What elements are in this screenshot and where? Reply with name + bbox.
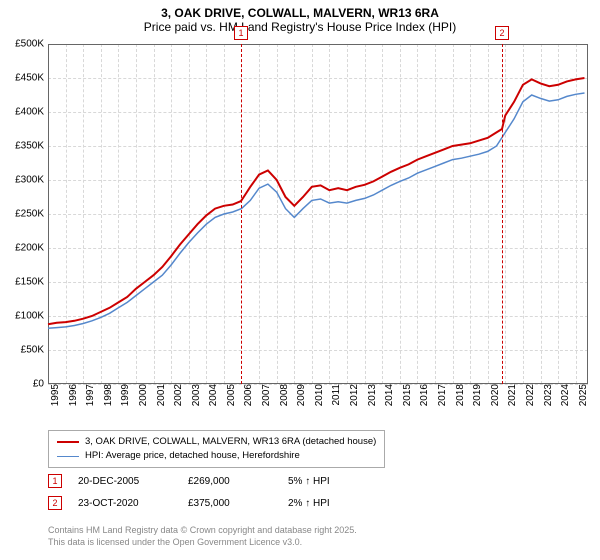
x-tick-label: 2019: [466, 384, 483, 406]
y-tick-label: £400K: [15, 107, 48, 118]
sale-date: 20-DEC-2005: [78, 476, 188, 487]
legend-label: HPI: Average price, detached house, Here…: [85, 449, 300, 463]
x-tick-label: 2001: [150, 384, 167, 406]
attribution-line-1: Contains HM Land Registry data © Crown c…: [48, 524, 357, 536]
x-tick-label: 2010: [308, 384, 325, 406]
x-tick-label: 1996: [62, 384, 79, 406]
x-tick-label: 2017: [431, 384, 448, 406]
sale-delta: 2% ↑ HPI: [288, 498, 388, 509]
sale-row: 1 20-DEC-2005£269,0005% ↑ HPI: [48, 474, 388, 488]
chart-legend: 3, OAK DRIVE, COLWALL, MALVERN, WR13 6RA…: [48, 430, 385, 468]
x-tick-label: 2023: [537, 384, 554, 406]
legend-label: 3, OAK DRIVE, COLWALL, MALVERN, WR13 6RA…: [85, 435, 376, 449]
x-tick-label: 2002: [167, 384, 184, 406]
sale-date: 23-OCT-2020: [78, 498, 188, 509]
x-tick-label: 2014: [378, 384, 395, 406]
y-tick-label: £100K: [15, 311, 48, 322]
sale-marker-line: [241, 44, 242, 384]
x-tick-label: 1997: [79, 384, 96, 406]
sale-index-box: 2: [48, 496, 62, 510]
x-tick-label: 2015: [396, 384, 413, 406]
x-tick-label: 2021: [501, 384, 518, 406]
x-tick-label: 1998: [97, 384, 114, 406]
x-tick-label: 2012: [343, 384, 360, 406]
legend-swatch: [57, 441, 79, 443]
series-line: [48, 93, 585, 328]
sale-price: £269,000: [188, 476, 288, 487]
sale-marker-box: 2: [495, 26, 509, 40]
sale-index-box: 1: [48, 474, 62, 488]
x-tick-label: 2004: [202, 384, 219, 406]
legend-row: 3, OAK DRIVE, COLWALL, MALVERN, WR13 6RA…: [57, 435, 376, 449]
y-tick-label: £500K: [15, 39, 48, 50]
x-tick-label: 2016: [413, 384, 430, 406]
x-tick-label: 2013: [361, 384, 378, 406]
sale-marker-box: 1: [234, 26, 248, 40]
chart-series-svg: [48, 44, 588, 384]
x-tick-label: 1995: [44, 384, 61, 406]
legend-row: HPI: Average price, detached house, Here…: [57, 449, 376, 463]
y-tick-label: £250K: [15, 209, 48, 220]
attribution-line-2: This data is licensed under the Open Gov…: [48, 536, 357, 548]
attribution-text: Contains HM Land Registry data © Crown c…: [48, 524, 357, 548]
chart-title-block: 3, OAK DRIVE, COLWALL, MALVERN, WR13 6RA…: [0, 0, 600, 36]
sale-row: 2 23-OCT-2020£375,0002% ↑ HPI: [48, 496, 388, 510]
y-tick-label: £200K: [15, 243, 48, 254]
title-line-1: 3, OAK DRIVE, COLWALL, MALVERN, WR13 6RA: [10, 6, 590, 20]
sale-marker-line: [502, 44, 503, 384]
x-tick-label: 2011: [325, 384, 342, 406]
x-tick-label: 2020: [484, 384, 501, 406]
y-tick-label: £300K: [15, 175, 48, 186]
x-tick-label: 2003: [185, 384, 202, 406]
x-tick-label: 2007: [255, 384, 272, 406]
y-tick-label: £50K: [21, 345, 48, 356]
x-tick-label: 2022: [519, 384, 536, 406]
legend-swatch: [57, 456, 79, 457]
y-tick-label: £450K: [15, 73, 48, 84]
series-line: [48, 78, 585, 324]
x-tick-label: 2018: [449, 384, 466, 406]
x-tick-label: 1999: [114, 384, 131, 406]
x-tick-label: 2009: [290, 384, 307, 406]
chart-plot-area: £0£50K£100K£150K£200K£250K£300K£350K£400…: [48, 44, 588, 384]
sale-delta: 5% ↑ HPI: [288, 476, 388, 487]
x-tick-label: 2025: [572, 384, 589, 406]
x-tick-label: 2005: [220, 384, 237, 406]
y-tick-label: £350K: [15, 141, 48, 152]
sale-price: £375,000: [188, 498, 288, 509]
x-tick-label: 2008: [273, 384, 290, 406]
x-tick-label: 2006: [237, 384, 254, 406]
x-tick-label: 2024: [554, 384, 571, 406]
y-tick-label: £150K: [15, 277, 48, 288]
x-tick-label: 2000: [132, 384, 149, 406]
